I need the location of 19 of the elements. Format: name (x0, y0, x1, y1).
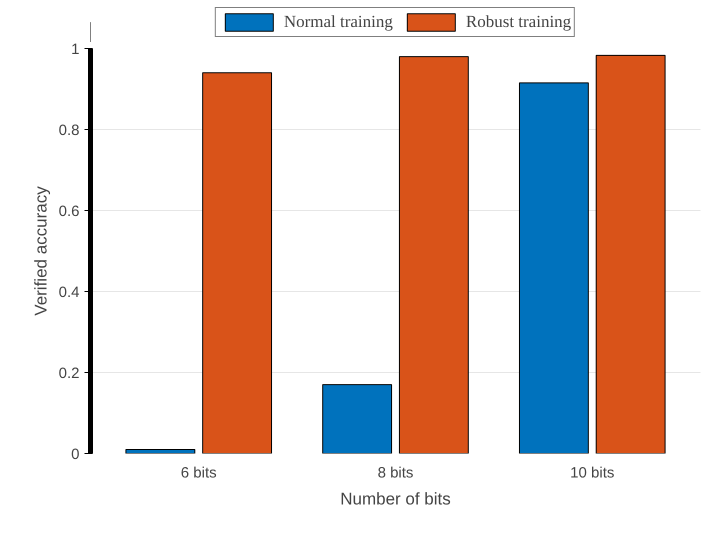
y-tick-label: 0.8 (58, 122, 80, 139)
y-tick-label: 0.2 (58, 365, 80, 382)
legend-label: Normal training (284, 12, 393, 32)
bar (518, 82, 589, 454)
y-axis-title: Verified accuracy (32, 186, 51, 316)
bar (398, 56, 469, 454)
x-tick-label: 8 bits (378, 464, 414, 482)
x-tick-label: 6 bits (180, 464, 217, 482)
y-tick-label: 0.6 (58, 203, 80, 220)
bar (596, 54, 666, 454)
bar (322, 384, 392, 454)
bar (202, 72, 272, 454)
y-tick-label: 0.4 (58, 284, 80, 301)
x-tick-label: 10 bits (570, 464, 614, 482)
y-tick-label: 1 (71, 41, 80, 58)
x-axis-title: Number of bits (340, 490, 451, 508)
y-tick-label: 0 (71, 446, 80, 463)
legend-label: Robust training (466, 12, 572, 32)
bar (125, 448, 196, 454)
